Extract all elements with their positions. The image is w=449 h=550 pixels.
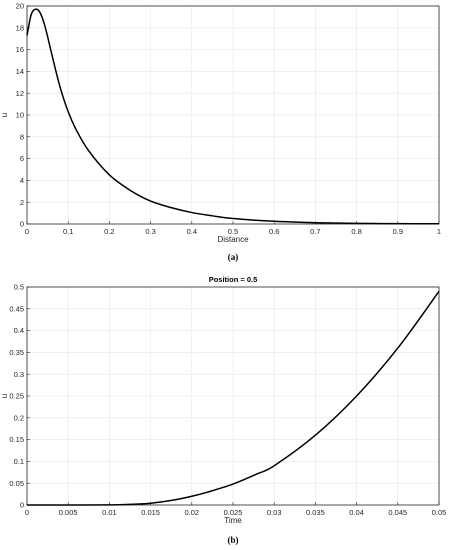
x-tick-label: 0.005	[59, 508, 78, 517]
panel-label: (b)	[228, 535, 239, 545]
y-tick-label: 0.1	[14, 457, 24, 466]
series-line	[26, 8, 440, 225]
x-tick-label: 0.03	[267, 508, 282, 517]
y-tick-label: 18	[16, 23, 24, 32]
x-tick-label: 0.9	[393, 227, 403, 236]
x-axis-label: Time	[224, 516, 242, 525]
x-tick-label: 0.1	[63, 227, 73, 236]
y-tick-label: 0.2	[14, 413, 24, 422]
y-tick-label: 8	[20, 132, 24, 141]
y-tick-label: 0.45	[9, 304, 24, 313]
x-tick-label: 0.045	[388, 508, 407, 517]
x-tick-label: 0.025	[224, 508, 243, 517]
x-tick-label: 0.01	[102, 508, 117, 517]
y-tick-label: 6	[20, 154, 24, 163]
x-tick-label: 0.2	[104, 227, 114, 236]
chart-panel-a: 0 0.1 0.2 0.3 0.4 0.5 0.6 0.7 0.8 0.9 102468101214…	[0, 2, 441, 262]
y-tick-label: 0.15	[9, 435, 24, 444]
y-tick-label: 0.25	[9, 392, 24, 401]
x-tick-label: 0	[25, 508, 29, 517]
panel-label: (a)	[228, 252, 239, 262]
x-tick-label: 0.6	[269, 227, 279, 236]
x-axis-label: Distance	[217, 235, 249, 244]
x-tick-label: 0.05	[432, 508, 447, 517]
x-tick-label: 0.02	[184, 508, 199, 517]
y-tick-label: 14	[16, 67, 24, 76]
x-tick-label: 0.035	[306, 508, 325, 517]
series-line	[26, 290, 440, 506]
y-tick-label: 0.35	[9, 348, 24, 357]
y-tick-label: 0	[20, 501, 24, 510]
y-tick-label: 0.3	[14, 370, 24, 379]
y-tick-label: 4	[20, 176, 24, 185]
y-tick-label: 2	[20, 198, 24, 207]
x-tick-label: 1	[437, 227, 441, 236]
x-tick-label: 0.5	[228, 227, 238, 236]
y-tick-label: 20	[16, 2, 24, 11]
y-tick-label: 0.4	[14, 326, 24, 335]
y-tick-label: 0	[20, 220, 24, 229]
x-tick-label: 0.015	[141, 508, 160, 517]
x-tick-label: 0.8	[351, 227, 361, 236]
chart-panel-b: 0 0.005 0.01 0.015 0.02 0.025 0.03 0.035 0.04 0.0…	[0, 275, 446, 545]
y-tick-label: 16	[16, 45, 24, 54]
y-tick-label: 12	[16, 89, 24, 98]
x-tick-label: 0.7	[310, 227, 320, 236]
chart-title: Position = 0.5	[209, 275, 258, 284]
x-tick-label: 0.4	[187, 227, 197, 236]
grid	[26, 286, 440, 506]
y-tick-label: 0.5	[14, 283, 24, 292]
y-axis-label: u	[0, 113, 9, 117]
grid	[26, 5, 440, 225]
y-tick-label: 10	[16, 111, 24, 120]
y-axis-label: u	[0, 394, 9, 398]
x-tick-label: 0.04	[349, 508, 364, 517]
x-tick-label: 0	[25, 227, 29, 236]
x-tick-label: 0.3	[145, 227, 155, 236]
y-tick-label: 0.05	[9, 479, 24, 488]
